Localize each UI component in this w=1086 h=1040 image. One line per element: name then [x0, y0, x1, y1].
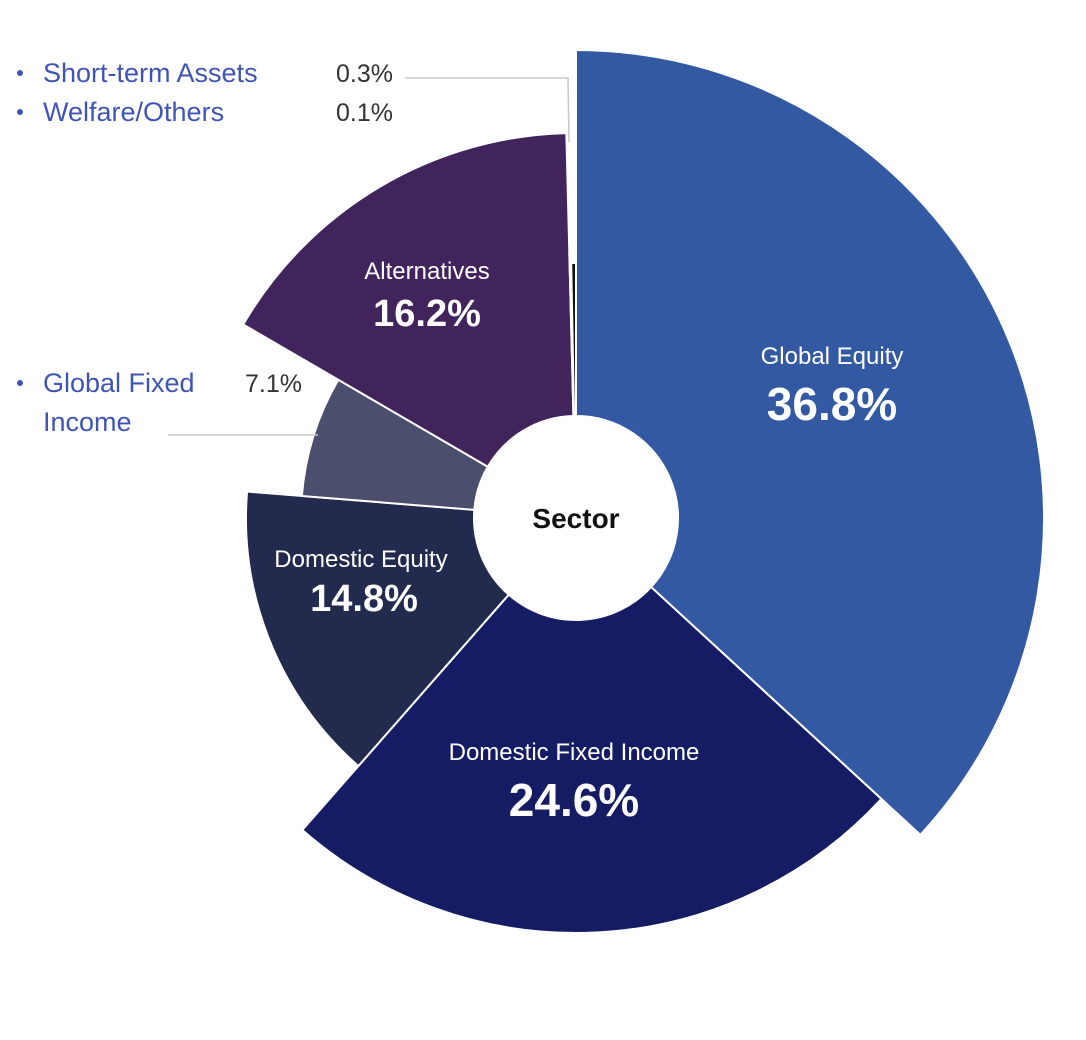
ext-label-welfare-others: Welfare/Others: [43, 97, 224, 127]
chart-slices: [241, 48, 1045, 934]
slice-label-alternatives-value: 16.2%: [373, 293, 481, 335]
legend-bullet-global-fixed-income: [17, 380, 23, 386]
leader-line-short-term-assets: [405, 77, 570, 143]
slice-label-global-equity-name: Global Equity: [761, 343, 904, 370]
leader-lines: [168, 77, 570, 436]
legend-bullet-short-term-assets: [17, 70, 23, 76]
ext-label-short-term-assets: Short-term Assets: [43, 58, 258, 88]
slice-label-global-equity-value: 36.8%: [767, 378, 897, 430]
slice-global-equity: [575, 48, 1045, 837]
center-hole: [474, 416, 678, 620]
ext-value-short-term-assets: 0.3%: [336, 60, 393, 88]
slice-label-domestic-equity-name: Domestic Equity: [274, 546, 447, 573]
slice-label-domestic-equity-value: 14.8%: [310, 578, 418, 620]
ext-value-global-fixed-income: 7.1%: [245, 370, 302, 398]
ext-value-welfare-others: 0.1%: [336, 99, 393, 127]
slice-label-alternatives-name: Alternatives: [364, 258, 489, 285]
ext-label-global-fixed-income-line1: Global Fixed: [43, 368, 195, 398]
ext-label-global-fixed-income-line2: Income: [43, 407, 132, 437]
slice-label-domestic-fixed-income-value: 24.6%: [509, 774, 639, 826]
center-label: Sector: [532, 503, 619, 534]
slice-label-domestic-fixed-income-name: Domestic Fixed Income: [449, 739, 700, 766]
legend-bullet-welfare-others: [17, 109, 23, 115]
